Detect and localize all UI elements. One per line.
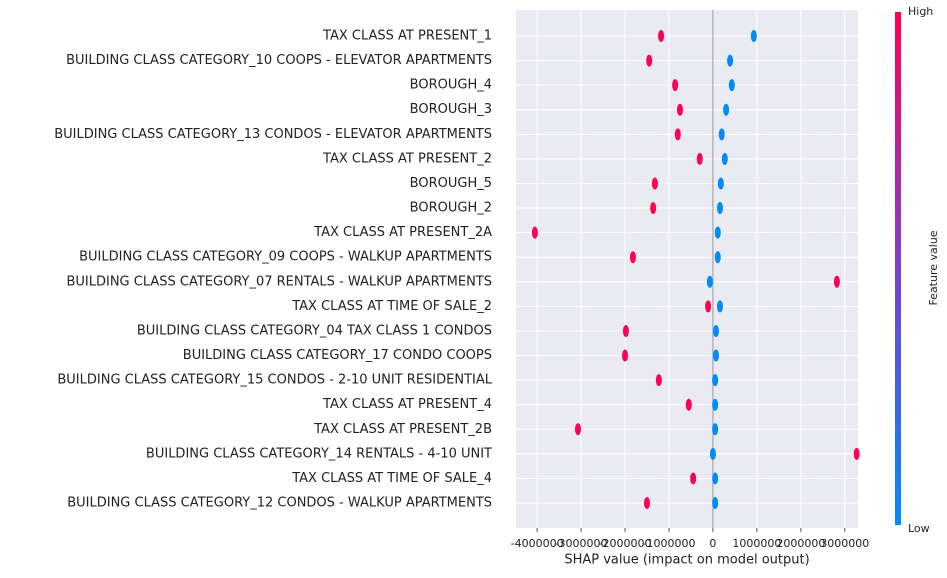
shap-point xyxy=(629,251,636,264)
shap-point xyxy=(646,54,653,67)
x-tick-label: -4000000 xyxy=(511,537,564,550)
plot-area xyxy=(516,10,858,528)
shap-point xyxy=(714,251,721,264)
colorbar-title: Feature value xyxy=(927,230,940,305)
shap-point xyxy=(706,275,713,288)
shap-point xyxy=(696,152,703,165)
feature-label: BOROUGH_3 xyxy=(410,102,492,117)
feature-label: BOROUGH_4 xyxy=(410,78,492,93)
shap-point xyxy=(655,374,662,387)
x-tick-label: 0 xyxy=(709,537,716,550)
shap-point xyxy=(712,398,719,411)
shap-point xyxy=(750,30,757,42)
x-tick-label: -1000000 xyxy=(642,537,695,550)
shap-point xyxy=(690,472,697,485)
x-tick-label: -2000000 xyxy=(599,537,652,550)
shap-point xyxy=(643,497,650,510)
shap-point xyxy=(712,497,719,510)
shap-point xyxy=(713,349,720,362)
shap-point xyxy=(718,128,725,141)
shap-point xyxy=(651,177,658,190)
shap-point xyxy=(727,54,734,67)
shap-point xyxy=(685,398,692,411)
feature-label: BUILDING CLASS CATEGORY_14 RENTALS - 4-1… xyxy=(146,446,492,461)
feature-label: BUILDING CLASS CATEGORY_09 COOPS - WALKU… xyxy=(79,250,492,265)
feature-label: BOROUGH_5 xyxy=(410,176,492,191)
shap-point xyxy=(658,30,665,42)
x-tick-label: 2000000 xyxy=(776,537,825,550)
shap-point xyxy=(531,226,538,239)
shap-point xyxy=(574,423,581,436)
feature-label: TAX CLASS AT PRESENT_2A xyxy=(313,225,492,240)
feature-label: BUILDING CLASS CATEGORY_07 RENTALS - WAL… xyxy=(66,274,492,289)
shap-point xyxy=(712,472,719,485)
shap-point xyxy=(676,103,683,116)
shap-point xyxy=(716,300,723,313)
shap-point xyxy=(674,128,681,141)
feature-label: TAX CLASS AT TIME OF SALE_4 xyxy=(291,471,492,486)
shap-point xyxy=(622,324,629,337)
shap-point xyxy=(721,152,728,165)
shap-point xyxy=(714,226,721,239)
shap-point xyxy=(712,423,719,436)
feature-label: BUILDING CLASS CATEGORY_10 COOPS - ELEVA… xyxy=(66,53,492,68)
colorbar xyxy=(895,12,901,525)
feature-label: BUILDING CLASS CATEGORY_12 CONDOS - WALK… xyxy=(67,496,492,511)
feature-label: TAX CLASS AT PRESENT_4 xyxy=(322,397,492,412)
shap-point xyxy=(709,447,716,460)
feature-label: TAX CLASS AT PRESENT_2B xyxy=(313,422,492,437)
feature-label: BUILDING CLASS CATEGORY_13 CONDOS - ELEV… xyxy=(54,127,492,142)
shap-point xyxy=(622,349,629,362)
feature-label: TAX CLASS AT PRESENT_2 xyxy=(322,151,492,166)
feature-label: BUILDING CLASS CATEGORY_15 CONDOS - 2-10… xyxy=(57,373,492,388)
shap-point xyxy=(723,103,730,116)
shap-point xyxy=(713,324,720,337)
feature-label: BUILDING CLASS CATEGORY_04 TAX CLASS 1 C… xyxy=(137,323,492,338)
feature-label: BOROUGH_2 xyxy=(410,201,492,216)
shap-point xyxy=(650,202,657,215)
shap-point xyxy=(853,447,860,460)
x-tick-label: 3000000 xyxy=(820,537,869,550)
x-tick-label: 1000000 xyxy=(732,537,781,550)
shap-point xyxy=(712,374,719,387)
shap-point xyxy=(705,300,712,313)
shap-point xyxy=(716,202,723,215)
x-axis-title: SHAP value (impact on model output) xyxy=(564,553,809,568)
shap-point xyxy=(717,177,724,190)
shap-point xyxy=(833,275,840,288)
feature-label: BUILDING CLASS CATEGORY_17 CONDO COOPS xyxy=(183,348,492,363)
feature-label: TAX CLASS AT PRESENT_1 xyxy=(322,29,492,44)
x-tick-label: -3000000 xyxy=(555,537,608,550)
shap-point xyxy=(672,79,679,92)
shap-point xyxy=(728,79,735,92)
colorbar-high: High xyxy=(908,5,933,18)
feature-label: TAX CLASS AT TIME OF SALE_2 xyxy=(291,299,492,314)
colorbar-low: Low xyxy=(908,522,930,535)
